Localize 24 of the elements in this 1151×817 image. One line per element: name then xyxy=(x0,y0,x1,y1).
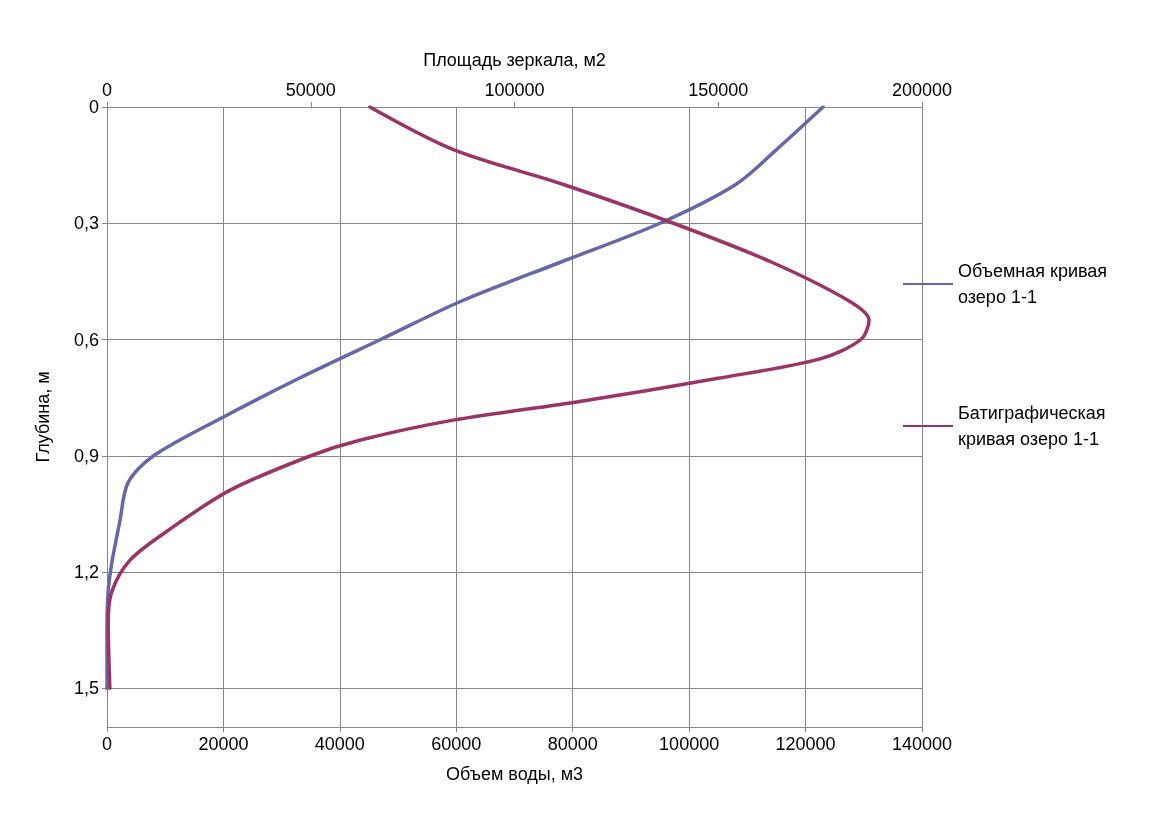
y-axis-title: Глубина, м xyxy=(33,371,53,463)
x-tick-label: 80000 xyxy=(547,734,598,754)
legend-label: Объемная кривая озеро 1-1 xyxy=(958,261,1108,307)
x2-tick-label: 100000 xyxy=(484,80,545,100)
y-tick-label: 1,2 xyxy=(73,562,99,582)
x2-tick-label: 50000 xyxy=(285,80,336,100)
y-tick-label: 0 xyxy=(88,97,99,117)
x-tick-label: 100000 xyxy=(659,734,720,754)
x-tick-label: 0 xyxy=(101,734,113,754)
y-tick-label: 0,6 xyxy=(73,329,99,350)
x2-tick-label: 0 xyxy=(101,80,113,100)
x2-tick-label: 150000 xyxy=(688,80,749,100)
x2-axis-title: Площадь зеркала, м2 xyxy=(423,50,606,70)
x-axis-title: Объем воды, м3 xyxy=(445,764,584,784)
legend-label: Батиграфическая кривая озеро 1-1 xyxy=(958,403,1106,449)
x-tick-label: 20000 xyxy=(198,734,249,754)
x-tick-label: 40000 xyxy=(314,734,365,754)
x2-tick-label: 200000 xyxy=(891,80,953,100)
y-tick-label: 0,3 xyxy=(73,213,99,234)
x-tick-label: 140000 xyxy=(891,734,953,754)
x-tick-label: 120000 xyxy=(775,734,836,754)
y-tick-label: 1,5 xyxy=(73,678,99,699)
y-tick-label: 0,9 xyxy=(73,445,99,466)
x-tick-label: 60000 xyxy=(431,734,482,754)
